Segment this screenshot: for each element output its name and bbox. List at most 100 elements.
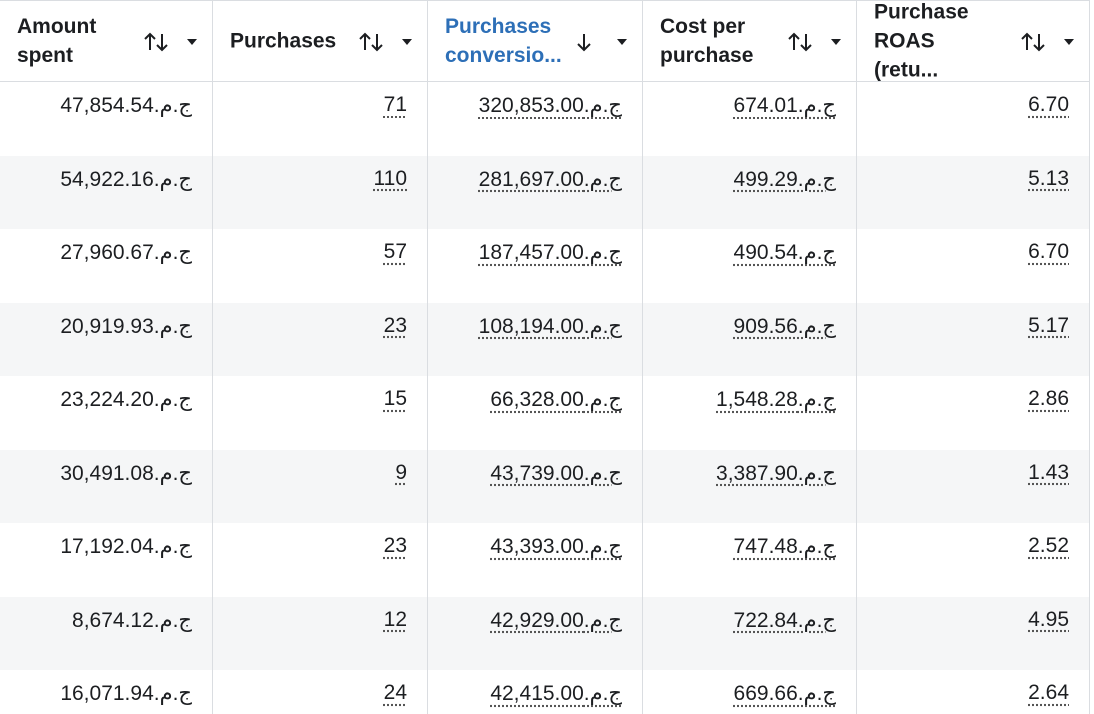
cell-value[interactable]: ج.م.674.01	[733, 94, 836, 117]
table-cell: 2.52	[857, 523, 1090, 597]
table-cell: ج.م.490.54	[643, 229, 857, 303]
cell-value[interactable]: 23	[383, 313, 407, 337]
dropdown-caret	[617, 39, 627, 45]
table-cell: ج.م.499.29	[643, 155, 857, 229]
table-cell: ج.م.43,739.00	[428, 449, 643, 523]
table-cell: 110	[213, 155, 428, 229]
cell-value: ج.م.20,919.93	[60, 314, 192, 338]
cell-value: ج.م.27,960.67	[60, 241, 192, 264]
cell-value[interactable]: ج.م.281,697.00	[478, 167, 622, 191]
table-cell: ج.م.66,328.00	[428, 376, 643, 450]
table-cell: 2.64	[857, 670, 1090, 714]
cell-value[interactable]: 9	[395, 460, 407, 484]
table-cell: 4.95	[857, 596, 1090, 670]
cell-value[interactable]: ج.م.722.84	[733, 608, 836, 632]
cell-value[interactable]: ج.م.42,415.00	[490, 682, 622, 705]
cell-value[interactable]: 71	[383, 93, 407, 116]
cell-value[interactable]: 23	[383, 534, 407, 557]
table-cell: 5.17	[857, 302, 1090, 376]
table-cell: ج.م.27,960.67	[0, 229, 213, 303]
cell-value[interactable]: 6.70	[1028, 240, 1069, 263]
cell-value[interactable]: ج.م.490.54	[733, 241, 836, 264]
cell-value[interactable]: ج.م.747.48	[733, 535, 836, 558]
cell-value: ج.م.16,071.94	[60, 682, 192, 705]
table-cell: ج.م.108,194.00	[428, 302, 643, 376]
cell-value[interactable]: ج.م.66,328.00	[490, 388, 622, 411]
table-cell: ج.م.54,922.16	[0, 155, 213, 229]
cell-value[interactable]: 2.64	[1028, 681, 1069, 704]
table-cell: 6.70	[857, 229, 1090, 303]
cell-value[interactable]: 15	[383, 387, 407, 410]
cell-value[interactable]: 12	[383, 607, 407, 631]
table-cell: 12	[213, 596, 428, 670]
cell-value: ج.م.17,192.04	[60, 535, 192, 558]
table-cell: ج.م.281,697.00	[428, 155, 643, 229]
table-cell: 1.43	[857, 449, 1090, 523]
table-cell: ج.م.20,919.93	[0, 302, 213, 376]
column-header[interactable]: Purchase ROAS (retu...	[857, 0, 1090, 82]
cell-value[interactable]: 110	[373, 166, 407, 190]
table-cell: 2.86	[857, 376, 1090, 450]
table-cell: 23	[213, 523, 428, 597]
cell-value: ج.م.30,491.08	[60, 461, 192, 485]
column-header[interactable]: Amount spent	[0, 0, 213, 82]
cell-value[interactable]: ج.م.43,393.00	[490, 535, 622, 558]
cell-value[interactable]: 6.70	[1028, 93, 1069, 116]
table-cell: 57	[213, 229, 428, 303]
column-title: Amount spent	[17, 15, 97, 67]
cell-value[interactable]: ج.م.42,929.00	[490, 608, 622, 632]
table-cell: ج.م.1,548.28	[643, 376, 857, 450]
table-cell: 6.70	[857, 82, 1090, 156]
cell-value[interactable]: 5.13	[1028, 166, 1069, 190]
column-header[interactable]: Cost per purchase	[643, 0, 857, 82]
cell-value[interactable]: ج.م.187,457.00	[478, 241, 622, 264]
table-cell: 5.13	[857, 155, 1090, 229]
cell-value[interactable]: 4.95	[1028, 607, 1069, 631]
table-cell: ج.م.42,415.00	[428, 670, 643, 714]
cell-value[interactable]: ج.م.909.56	[733, 314, 836, 338]
table-cell: ج.م.8,674.12	[0, 596, 213, 670]
cell-value[interactable]: ج.م.1,548.28	[716, 388, 836, 411]
table-cell: ج.م.42,929.00	[428, 596, 643, 670]
cell-value[interactable]: 1.43	[1028, 460, 1069, 484]
cell-value[interactable]: 2.86	[1028, 387, 1069, 410]
cell-value[interactable]: 2.52	[1028, 534, 1069, 557]
cell-value: ج.م.23,224.20	[60, 388, 192, 411]
table-cell: ج.م.320,853.00	[428, 82, 643, 156]
column-title: Purchases conversio...	[445, 15, 562, 67]
table-cell: ج.م.17,192.04	[0, 523, 213, 597]
table-cell: ج.م.909.56	[643, 302, 857, 376]
cell-value[interactable]: ج.م.3,387.90	[716, 461, 836, 485]
table-cell: 9	[213, 449, 428, 523]
column-header[interactable]: Purchases conversio...	[428, 0, 643, 82]
dropdown-caret	[402, 39, 412, 45]
cell-value[interactable]: ج.م.320,853.00	[478, 94, 622, 117]
table-cell: ج.م.30,491.08	[0, 449, 213, 523]
cell-value[interactable]: ج.م.499.29	[733, 167, 836, 191]
table-cell: 24	[213, 670, 428, 714]
cell-value[interactable]: ج.م.108,194.00	[478, 314, 622, 338]
table-cell: ج.م.43,393.00	[428, 523, 643, 597]
cell-value[interactable]: 57	[383, 240, 407, 263]
sort-icon	[144, 32, 168, 52]
column-title: Purchase ROAS (retu...	[874, 0, 969, 82]
dropdown-caret	[831, 39, 841, 45]
column-title: Purchases	[230, 29, 337, 53]
table-cell: ج.م.722.84	[643, 596, 857, 670]
sort-desc-icon	[577, 34, 591, 52]
cell-value: ج.م.54,922.16	[60, 167, 192, 191]
table-cell: ج.م.3,387.90	[643, 449, 857, 523]
cell-value[interactable]: 24	[383, 681, 407, 704]
cell-value[interactable]: ج.م.669.66	[733, 682, 836, 705]
table-cell: 23	[213, 302, 428, 376]
cell-value[interactable]: ج.م.43,739.00	[490, 461, 622, 485]
table-cell: ج.م.16,071.94	[0, 670, 213, 714]
table-cell: ج.م.47,854.54	[0, 82, 213, 156]
table-cell: 15	[213, 376, 428, 450]
table-cell: ج.م.747.48	[643, 523, 857, 597]
column-header[interactable]: Purchases	[213, 0, 428, 82]
cell-value: ج.م.47,854.54	[60, 94, 192, 117]
cell-value[interactable]: 5.17	[1028, 313, 1069, 337]
